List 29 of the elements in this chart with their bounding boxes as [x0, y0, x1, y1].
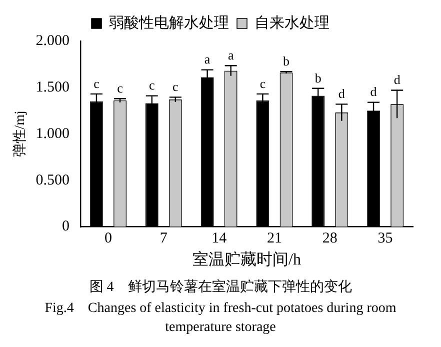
- y-axis-title: 弹性/mj: [12, 110, 28, 158]
- caption: Fig.4 Changes of elasticity in fresh-cut potatoes during room temperature storage: [44, 300, 398, 337]
- x-tick-label: 21: [266, 230, 282, 247]
- y-tick-label: 1.000: [36, 126, 70, 142]
- y-tick-label: 0: [62, 218, 70, 235]
- data-label: c: [260, 76, 266, 91]
- data-label: d: [394, 72, 401, 88]
- data-label: c: [149, 78, 155, 93]
- data-label: a: [228, 48, 234, 63]
- legend-label: 弱酸性电解水处理: [109, 14, 229, 32]
- y-tick-label: 0.500: [36, 172, 70, 188]
- caption: 图 4 鲜切马铃薯在室温贮藏下弹性的变化: [88, 278, 353, 297]
- data-label: b: [283, 54, 290, 69]
- x-tick-label: 35: [378, 230, 393, 247]
- x-tick-label: 28: [322, 230, 338, 247]
- x-tick-label: 14: [212, 230, 228, 247]
- y-tick-label: 1.500: [36, 79, 70, 96]
- data-label: c: [117, 80, 124, 96]
- y-tick-label: 2.000: [36, 32, 70, 49]
- x-tick-label: 0: [104, 230, 112, 247]
- legend-label: 自来水处理: [254, 14, 330, 32]
- data-label: d: [338, 86, 346, 102]
- data-label: b: [314, 70, 322, 86]
- x-axis-title: 室温贮藏时间/h: [192, 250, 301, 269]
- x-tick-label: 7: [160, 230, 168, 247]
- data-label: c: [172, 79, 179, 94]
- data-label: a: [204, 52, 210, 67]
- data-label: d: [370, 84, 378, 100]
- data-label: c: [94, 76, 100, 91]
